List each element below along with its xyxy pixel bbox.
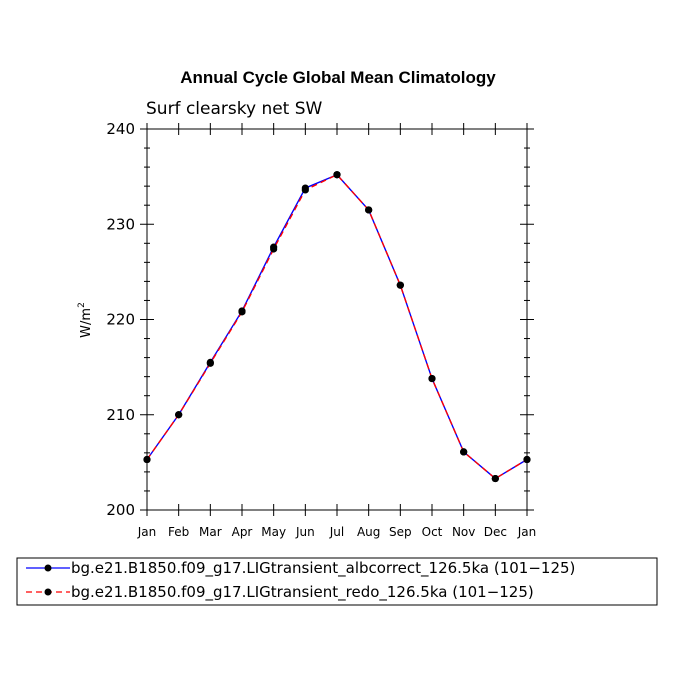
- data-point-s1-5: [301, 186, 309, 194]
- x-tick-label-0: Jan: [137, 525, 157, 539]
- y-tick-label-1: 210: [106, 406, 135, 424]
- x-tick-label-2: Mar: [199, 525, 222, 539]
- svg-text:W/m2: W/m2: [77, 302, 94, 338]
- x-tick-label-10: Nov: [452, 525, 475, 539]
- x-tick-label-7: Aug: [357, 525, 380, 539]
- plot-frame: [146, 128, 528, 511]
- axis-ticks: [140, 123, 534, 516]
- data-point-s1-1: [175, 411, 183, 419]
- data-point-s1-3: [238, 308, 246, 316]
- data-point-s1-9: [428, 374, 436, 383]
- series-line-0: [146, 174, 528, 480]
- chart-title: Annual Cycle Global Mean Climatology: [180, 68, 496, 87]
- series-points: [143, 171, 531, 483]
- x-tick-label-6: Jul: [329, 525, 344, 539]
- legend: bg.e21.B1850.f09_g17.LIGtransient_albcor…: [16, 557, 658, 606]
- x-tick-label-5: Jun: [295, 525, 315, 539]
- y-tick-label-2: 220: [106, 311, 135, 329]
- data-point-s1-11: [491, 474, 499, 483]
- x-tick-labels: Jan Feb Mar Apr May Jun Jul Aug Sep Oct Nov Dec Jan: [137, 525, 537, 539]
- data-point-s1-6: [333, 171, 341, 179]
- legend-label-redo: bg.e21.B1850.f09_g17.LIGtransient_redo_1…: [71, 583, 534, 602]
- y-axis-label-unit: W/m: [79, 308, 94, 338]
- chart-subtitle: Surf clearsky net SW: [146, 99, 323, 119]
- legend-marker-redo: [44, 588, 52, 596]
- y-tick-label-0: 200: [106, 501, 135, 519]
- legend-label-albcorrect: bg.e21.B1850.f09_g17.LIGtransient_albcor…: [71, 559, 575, 578]
- x-tick-label-11: Dec: [484, 525, 507, 539]
- x-tick-label-8: Sep: [389, 525, 412, 539]
- y-axis-label: W/m2: [77, 302, 94, 338]
- x-tick-label-9: Oct: [422, 525, 443, 539]
- data-point-s1-2: [206, 359, 214, 367]
- data-point-s1-8: [396, 281, 404, 289]
- legend-marker-albcorrect: [44, 564, 52, 572]
- y-tick-label-4: 240: [106, 120, 135, 138]
- data-point-s1-7: [365, 206, 373, 214]
- data-point-s1-10: [460, 448, 468, 456]
- series-lines: [146, 174, 528, 480]
- y-tick-labels: 200 210 220 230 240: [106, 120, 135, 519]
- x-tick-label-4: May: [261, 525, 286, 539]
- x-tick-label-12: Jan: [517, 525, 537, 539]
- series-line-1: [146, 174, 528, 480]
- x-tick-label-3: Apr: [232, 525, 253, 539]
- x-tick-label-1: Feb: [168, 525, 189, 539]
- legend-frame: [16, 557, 658, 606]
- data-point-s1-4: [270, 245, 278, 253]
- y-tick-label-3: 230: [106, 215, 135, 233]
- y-axis-label-exponent: 2: [77, 302, 87, 308]
